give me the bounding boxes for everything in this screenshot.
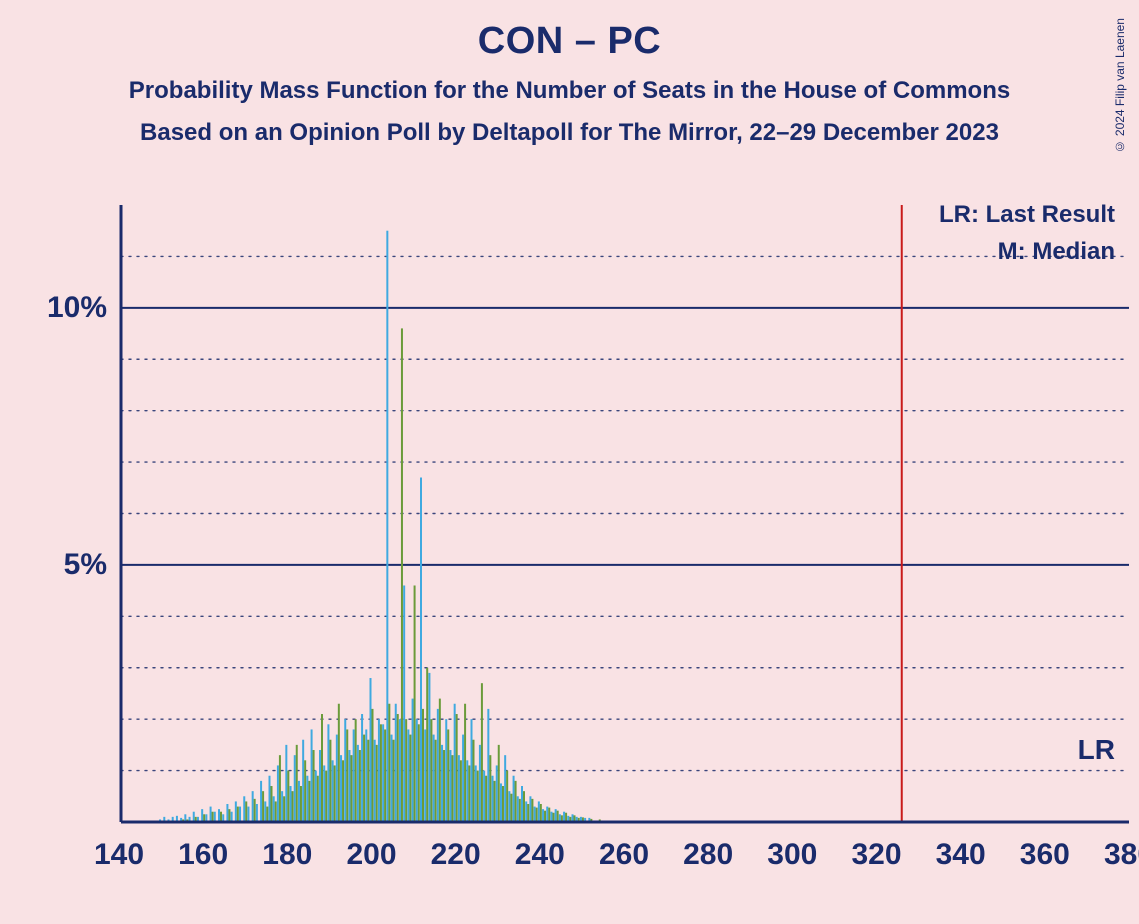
chart-plot-area: LR: Last Result M: Median 5%10%LR — [119, 205, 1129, 825]
x-tick-label: 300 — [767, 838, 817, 872]
legend-last-result: LR: Last Result — [939, 201, 1115, 229]
x-tick-label: 160 — [178, 838, 228, 872]
x-tick-label: 260 — [599, 838, 649, 872]
x-tick-label: 280 — [683, 838, 733, 872]
x-tick-label: 200 — [346, 838, 396, 872]
lr-marker-label: LR — [1078, 734, 1115, 766]
x-tick-label: 240 — [515, 838, 565, 872]
legend-median: M: Median — [998, 238, 1115, 266]
y-tick-label: 5% — [64, 548, 107, 582]
x-tick-label: 220 — [431, 838, 481, 872]
y-tick-label: 10% — [47, 291, 107, 325]
x-tick-label: 380 — [1104, 838, 1139, 872]
x-tick-label: 320 — [851, 838, 901, 872]
chart-svg — [119, 205, 1129, 825]
x-tick-label: 360 — [1020, 838, 1070, 872]
chart-title: CON – PC — [0, 20, 1139, 63]
x-axis: 140160180200220240260280300320340360380 — [119, 838, 1129, 878]
chart-subtitle-1: Probability Mass Function for the Number… — [0, 77, 1139, 105]
copyright-text: © 2024 Filip van Laenen — [1113, 18, 1127, 153]
x-tick-label: 180 — [262, 838, 312, 872]
x-tick-label: 140 — [94, 838, 144, 872]
chart-subtitle-2: Based on an Opinion Poll by Deltapoll fo… — [0, 119, 1139, 147]
x-tick-label: 340 — [936, 838, 986, 872]
